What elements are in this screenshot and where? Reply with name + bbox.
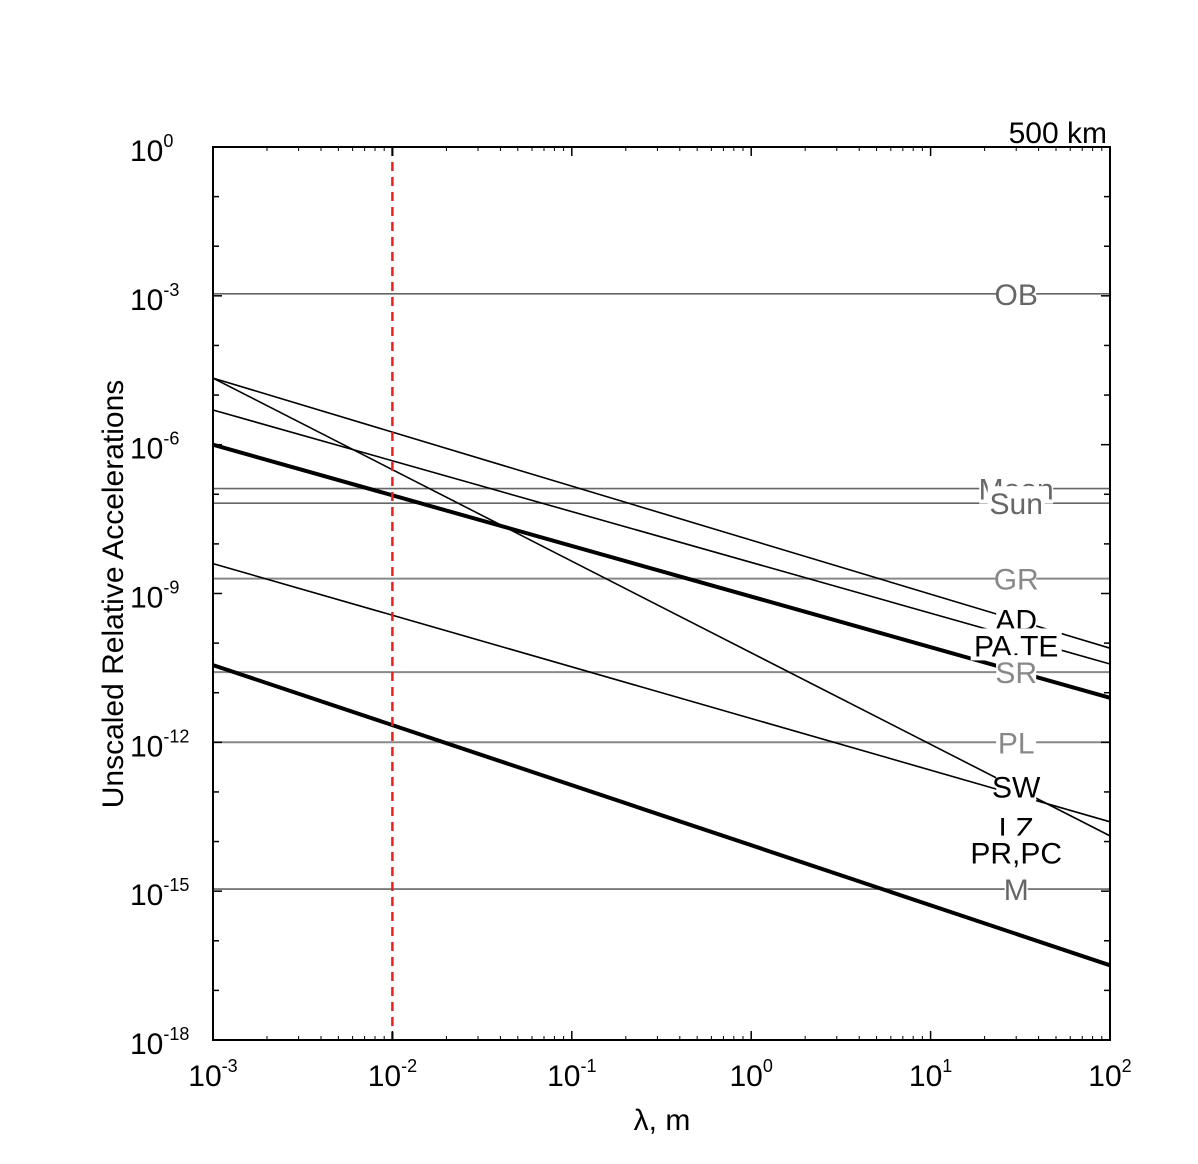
- x-axis-title: λ, m: [634, 1104, 691, 1137]
- series-label-gr: GR: [994, 564, 1039, 597]
- label-backing-pr-pc: [970, 835, 1062, 868]
- label-backing-sw: [996, 769, 1037, 802]
- x-tick-label: 101: [909, 1056, 952, 1093]
- x-tick-label: 10-1: [547, 1056, 596, 1093]
- series-line-pr-pc: [212, 663, 1111, 968]
- series-line-sp: [212, 409, 1111, 665]
- series-line-ad: [212, 377, 1111, 649]
- series-line-sw: [212, 562, 1111, 823]
- y-tick-label: 10-18: [130, 1024, 189, 1061]
- y-tick-label: 10-15: [130, 875, 189, 912]
- x-tick-label: 10-2: [368, 1056, 417, 1093]
- label-backing-pa-te: [970, 628, 1062, 661]
- series-label-sw: SW: [992, 771, 1041, 804]
- x-tick-label: 102: [1088, 1056, 1131, 1093]
- label-backing-m: [1004, 872, 1028, 905]
- label-backing-gr: [996, 561, 1037, 594]
- label-backing-sr: [996, 655, 1037, 688]
- label-backing-ob: [996, 276, 1037, 309]
- label-backing-sun: [987, 486, 1045, 519]
- axes-layer: 10-3 10-2 10-1 100 101 102 100 10-3 10-6 10-9 10-1…: [130, 131, 1132, 1093]
- plot-frame: [212, 146, 1111, 1041]
- series-label-pr-pc: PR,PC: [970, 838, 1062, 871]
- series-line-lz: [212, 377, 1111, 837]
- y-tick-label: 10-12: [130, 726, 189, 763]
- series-label-sr: SR: [995, 657, 1037, 690]
- plot-lines: [212, 292, 1111, 968]
- series-label-m: M: [1004, 874, 1029, 907]
- series-label-pl: PL: [998, 727, 1035, 760]
- x-tick-label: 100: [730, 1056, 773, 1093]
- y-tick-label: 10-3: [130, 280, 179, 317]
- corner-label: 500 km: [1009, 117, 1107, 150]
- y-tick-label: 100: [130, 131, 173, 168]
- y-axis-title: Unscaled Relative Accelerations: [97, 380, 130, 809]
- x-tick-label: 10-3: [188, 1056, 237, 1093]
- series-line-pa-te: [212, 442, 1111, 700]
- y-tick-label: 10-6: [130, 429, 179, 466]
- label-backing-pl: [996, 725, 1037, 758]
- y-tick-label: 10-9: [130, 578, 179, 615]
- series-label-ob: OB: [995, 279, 1038, 312]
- series-label-sun: Sun: [990, 488, 1043, 521]
